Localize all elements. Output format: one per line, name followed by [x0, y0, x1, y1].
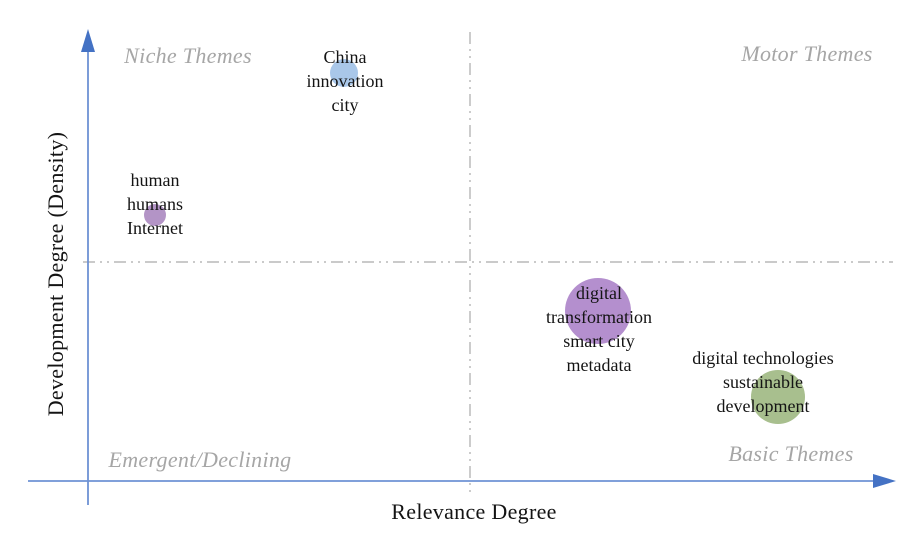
bubble-china-innovation-city: [330, 59, 358, 87]
quadrant-label-basic-themes: Basic Themes: [728, 441, 854, 466]
x-axis-title: Relevance Degree: [391, 499, 557, 524]
bubble-label-human-humans-internet: human humans Internet: [127, 170, 183, 238]
y-axis-title: Development Degree (Density): [43, 131, 68, 417]
bubble-label-china-innovation-city: China innovation city: [306, 47, 384, 115]
bubble-human-humans-internet: [144, 204, 166, 226]
quadrant-label-emergent-declining: Emergent/Declining: [108, 447, 292, 472]
quadrant-label-motor-themes: Motor Themes: [741, 41, 873, 66]
bubble-label-digital-transformation-smart-city: digital transformation smart city metada…: [546, 283, 652, 375]
y-axis-arrow-icon: [81, 29, 95, 52]
quadrant-label-niche-themes: Niche Themes: [124, 43, 252, 68]
bubble-label-digital-technologies-sustainable: digital technologies sustainable develop…: [692, 348, 834, 416]
bubble-digital-transformation-smart-city: [565, 278, 631, 344]
x-axis-arrow-icon: [873, 474, 896, 488]
bubble-digital-technologies-sustainable: [751, 370, 805, 424]
